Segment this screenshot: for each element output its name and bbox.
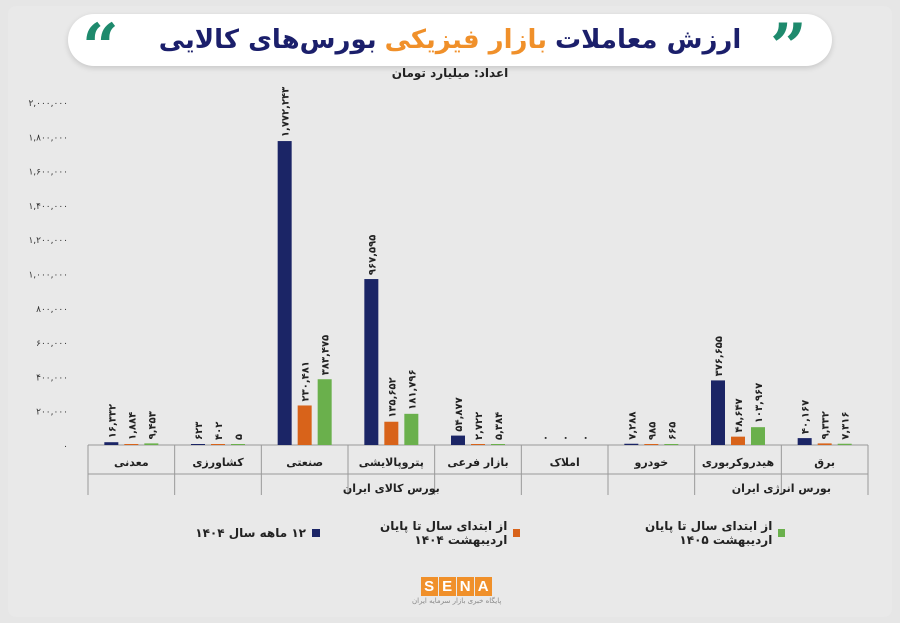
bar <box>451 435 465 445</box>
bar-value-label: ۱,۸۸۴ <box>127 412 138 440</box>
bar <box>211 444 225 445</box>
y-tick-label: ۱,۸۰۰,۰۰۰ <box>28 133 68 143</box>
bar <box>231 444 245 445</box>
bar <box>711 380 725 445</box>
sena-logo: S E N A پایگاه خبری بازار سرمایه ایران <box>412 577 501 605</box>
bar <box>104 442 119 445</box>
y-tick-label: ۸۰۰,۰۰۰ <box>36 305 68 315</box>
unit-label: اعداد: میلیارد تومان <box>391 66 509 80</box>
bar-value-label: ۱,۷۷۲,۲۴۳ <box>281 87 292 137</box>
bar <box>364 279 379 445</box>
y-tick-label: ۱,۶۰۰,۰۰۰ <box>28 168 68 178</box>
group-label: بورس کالای ایران <box>343 482 440 495</box>
bar-value-label: ۹,۴۵۳ <box>147 411 158 439</box>
title-part-2: بورس‌های کالایی <box>158 25 377 55</box>
category-label: خودرو <box>634 456 669 469</box>
bar <box>817 443 832 445</box>
bar-value-label: ۱۰۳,۹۶۷ <box>754 383 765 423</box>
quote-open-icon: “ <box>82 10 119 85</box>
bar-value-label: ۰ <box>541 435 552 441</box>
bar-value-label: ۵۴,۸۷۷ <box>454 397 465 431</box>
bar-value-label: ۰ <box>581 435 592 441</box>
bar <box>191 444 205 445</box>
bar <box>297 405 312 445</box>
category-label: معدنی <box>114 456 149 469</box>
logo-letter: S <box>420 577 438 596</box>
bar-value-label: ۹۸۵ <box>647 422 658 440</box>
bar-value-label: ۴۰۲ <box>214 422 225 440</box>
bar-value-label: ۷,۲۸۸ <box>627 412 638 440</box>
bar <box>404 413 419 445</box>
y-tick-label: ۲۰۰,۰۰۰ <box>36 408 68 418</box>
bar <box>837 443 852 445</box>
y-tick-label: ۴۰۰,۰۰۰ <box>36 373 68 383</box>
category-label: پتروپالایشی <box>359 456 424 469</box>
bar-value-label: ۹۶۷,۵۹۵ <box>367 235 378 275</box>
legend-label-1: ۱۲ ماهه سال ۱۴۰۴ <box>195 526 306 540</box>
bar <box>491 444 505 445</box>
bar-value-label: ۷,۳۱۶ <box>841 412 852 440</box>
bar <box>664 444 679 445</box>
bar-value-label: ۰ <box>561 435 572 441</box>
y-tick-label: ۱,۰۰۰,۰۰۰ <box>28 271 68 281</box>
category-label: کشاورزی <box>192 456 244 469</box>
bar <box>317 379 332 445</box>
legend-label-2: از ابتدای سال تا پایان اردیبهشت ۱۴۰۴ <box>380 519 508 547</box>
y-tick-label: ۰ <box>63 442 68 452</box>
bar <box>644 444 659 445</box>
logo-tagline: پایگاه خبری بازار سرمایه ایران <box>412 597 502 605</box>
bar-value-label: ۳۷۶,۶۵۵ <box>714 336 725 376</box>
legend-item-2: از ابتدای سال تا پایان اردیبهشت ۱۴۰۴ <box>320 519 520 547</box>
legend-label-3: از ابتدای سال تا پایان اردیبهشت ۱۴۰۵ <box>645 519 773 547</box>
bar-value-label: ۱۸۱,۷۹۶ <box>407 369 418 409</box>
logo-letter: E <box>438 577 456 596</box>
y-tick-label: ۱,۴۰۰,۰۰۰ <box>28 202 68 212</box>
bar <box>624 443 639 445</box>
bar <box>384 421 399 445</box>
legend-swatch-3 <box>778 529 785 537</box>
category-label: بازار فرعی <box>447 456 508 469</box>
legend-item-3: از ابتدای سال تا پایان اردیبهشت ۱۴۰۵ <box>585 519 785 547</box>
bar <box>277 141 292 446</box>
bar <box>797 438 812 445</box>
title-part-1: ارزش معاملات <box>555 25 742 55</box>
bar-value-label: ۵ <box>234 434 245 440</box>
y-tick-label: ۶۰۰,۰۰۰ <box>36 339 68 349</box>
legend-item-1: ۱۲ ماهه سال ۱۴۰۴ <box>150 524 320 542</box>
bar-value-label: ۶۶۵ <box>667 422 678 440</box>
bar <box>731 436 745 445</box>
legend-swatch-1 <box>312 529 320 537</box>
bar-value-label: ۳۸۳,۴۷۵ <box>321 335 332 375</box>
bar-value-label: ۶۲۳ <box>194 422 205 440</box>
category-label: هیدروکربوری <box>702 456 774 469</box>
bar <box>471 444 485 445</box>
bar-value-label: ۱۳۵,۶۵۲ <box>387 377 398 417</box>
category-label: برق <box>814 456 835 469</box>
y-tick-label: ۱,۲۰۰,۰۰۰ <box>28 236 68 246</box>
group-label: بورس انرژی ایران <box>732 482 831 495</box>
bar-value-label: ۹,۳۳۲ <box>821 411 832 439</box>
title-accent: بازار فیزیکی <box>384 25 548 55</box>
bar <box>144 443 159 445</box>
logo-letter: A <box>474 577 492 596</box>
legend-swatch-2 <box>513 529 520 537</box>
category-label: املاک <box>550 456 580 469</box>
logo-letter: N <box>456 577 474 596</box>
category-label: صنعتی <box>286 456 323 469</box>
bar-value-label: ۴۰,۱۶۷ <box>801 400 812 434</box>
bar-value-label: ۴۸,۶۴۷ <box>734 398 745 432</box>
quote-close-icon: ” <box>770 10 807 85</box>
chart-title: ارزش معاملات بازار فیزیکی بورس‌های کالای… <box>68 14 832 66</box>
bar <box>751 427 765 445</box>
bar-value-label: ۲۳۰,۴۸۱ <box>301 361 312 401</box>
chart-card <box>8 6 892 617</box>
y-tick-label: ۲,۰۰۰,۰۰۰ <box>28 99 68 109</box>
bar-value-label: ۱۶,۳۳۲ <box>107 404 118 438</box>
bar-value-label: ۲,۷۲۲ <box>474 412 485 440</box>
bar-value-label: ۵,۳۸۴ <box>494 412 505 440</box>
bar <box>124 444 139 445</box>
